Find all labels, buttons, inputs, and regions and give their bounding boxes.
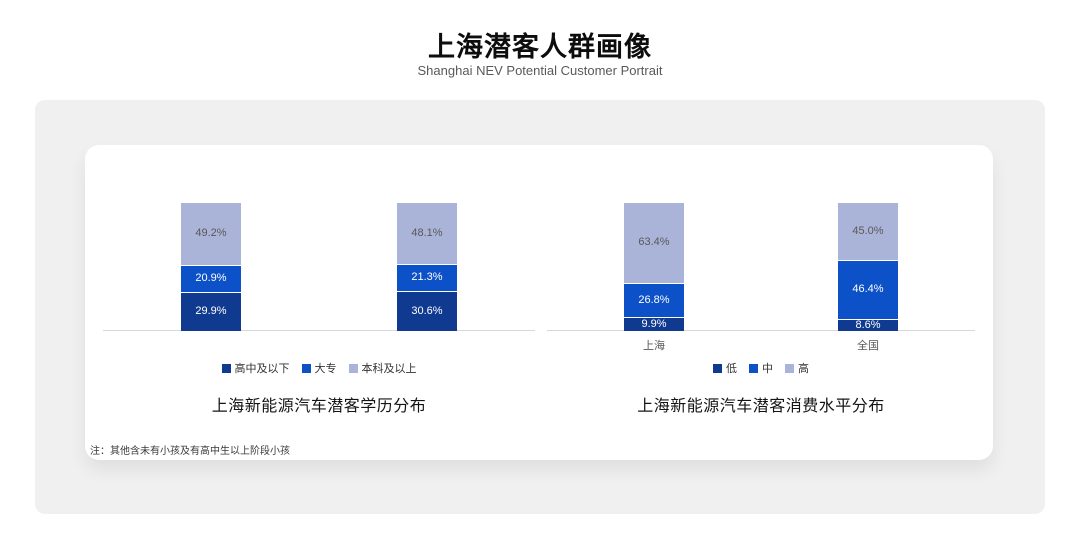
bar-segment: 26.8%: [624, 284, 684, 319]
legend-label: 本科及以上: [361, 363, 417, 375]
education-distribution-chart: 49.2% 20.9% 29.9% 48.1% 21.3% 30.6% 高中及以下 大专 本科…: [103, 145, 535, 460]
x-axis-line: [103, 330, 535, 331]
bar-segment: 49.2%: [181, 202, 241, 266]
bar-segment: 63.4%: [624, 202, 684, 285]
data-label: 49.2%: [195, 227, 227, 240]
bar-segment: 20.9%: [181, 265, 241, 293]
legend-item: 本科及以上: [348, 360, 417, 376]
x-axis-tick-label: 上海: [643, 340, 665, 352]
legend: 高中及以下 大专 本科及以上: [103, 360, 535, 376]
footnote: 注：其他含未有小孩及有高中生以上阶段小孩: [90, 446, 290, 457]
data-label: 29.9%: [195, 305, 227, 318]
legend-item: 低: [713, 360, 737, 376]
legend-item: 大专: [301, 360, 337, 376]
legend-item: 高: [785, 360, 809, 376]
x-axis-labels: 上海 全国: [547, 337, 975, 352]
data-label: 8.6%: [855, 319, 881, 331]
legend-label: 高: [798, 363, 809, 375]
plot-area: 63.4% 26.8% 9.9% 45.0% 46.4% 8.6%: [547, 145, 975, 331]
legend-swatch-icon: [348, 363, 358, 373]
legend-label: 大专: [314, 363, 337, 375]
consumption-level-chart: 63.4% 26.8% 9.9% 45.0% 46.4% 8.6% 上海 全国 低 中 高 上海…: [547, 145, 975, 460]
legend-label: 低: [726, 363, 737, 375]
bar-segment: 8.6%: [838, 320, 898, 331]
bar-segment: 21.3%: [397, 264, 457, 292]
legend-swatch-icon: [749, 363, 758, 373]
x-axis-labels: [103, 337, 535, 351]
x-axis-line: [547, 330, 975, 331]
data-label: 26.8%: [638, 294, 670, 307]
bar-segment: 45.0%: [838, 203, 898, 261]
stacked-bar: 45.0% 46.4% 8.6%: [838, 203, 898, 331]
data-label: 46.4%: [852, 283, 884, 296]
legend: 低中高: [547, 360, 975, 376]
data-label: 21.3%: [411, 271, 443, 284]
legend-label: 高中及以下: [234, 363, 290, 375]
legend-item: 高中及以下: [221, 360, 290, 376]
page-title: 上海潜客人群画像: [428, 32, 652, 62]
stacked-bar: 49.2% 20.9% 29.9%: [181, 202, 241, 331]
legend-swatch-icon: [221, 363, 231, 373]
plot-area: 49.2% 20.9% 29.9% 48.1% 21.3% 30.6%: [103, 145, 535, 331]
data-label: 48.1%: [411, 226, 443, 239]
x-axis-tick-label: 全国: [857, 340, 879, 352]
legend-swatch-icon: [713, 363, 722, 373]
stacked-bar: 48.1% 21.3% 30.6%: [397, 202, 457, 331]
bar-segment: 29.9%: [181, 292, 241, 331]
legend-label: 中: [762, 363, 773, 375]
data-label: 30.6%: [411, 304, 443, 317]
data-label: 9.9%: [641, 318, 667, 331]
legend-swatch-icon: [301, 363, 311, 373]
charts-card: 49.2% 20.9% 29.9% 48.1% 21.3% 30.6% 高中及以下 大专 本科…: [85, 145, 993, 460]
bar-segment: 46.4%: [838, 260, 898, 320]
bar-segment: 48.1%: [397, 202, 457, 265]
background-panel: 49.2% 20.9% 29.9% 48.1% 21.3% 30.6% 高中及以下 大专 本科…: [35, 100, 1045, 514]
chart-title: 上海新能源汽车潜客学历分布: [211, 398, 427, 415]
chart-title: 上海新能源汽车潜客消费水平分布: [637, 398, 885, 415]
data-label: 20.9%: [195, 272, 227, 285]
legend-swatch-icon: [785, 363, 794, 373]
stacked-bar: 63.4% 26.8% 9.9%: [624, 202, 684, 331]
bar-segment: 30.6%: [397, 291, 457, 331]
page-subtitle: Shanghai NEV Potential Customer Portrait: [417, 63, 663, 78]
data-label: 63.4%: [638, 236, 670, 249]
bar-segment: 9.9%: [624, 318, 684, 331]
legend-item: 中: [749, 360, 773, 376]
data-label: 45.0%: [852, 224, 884, 237]
